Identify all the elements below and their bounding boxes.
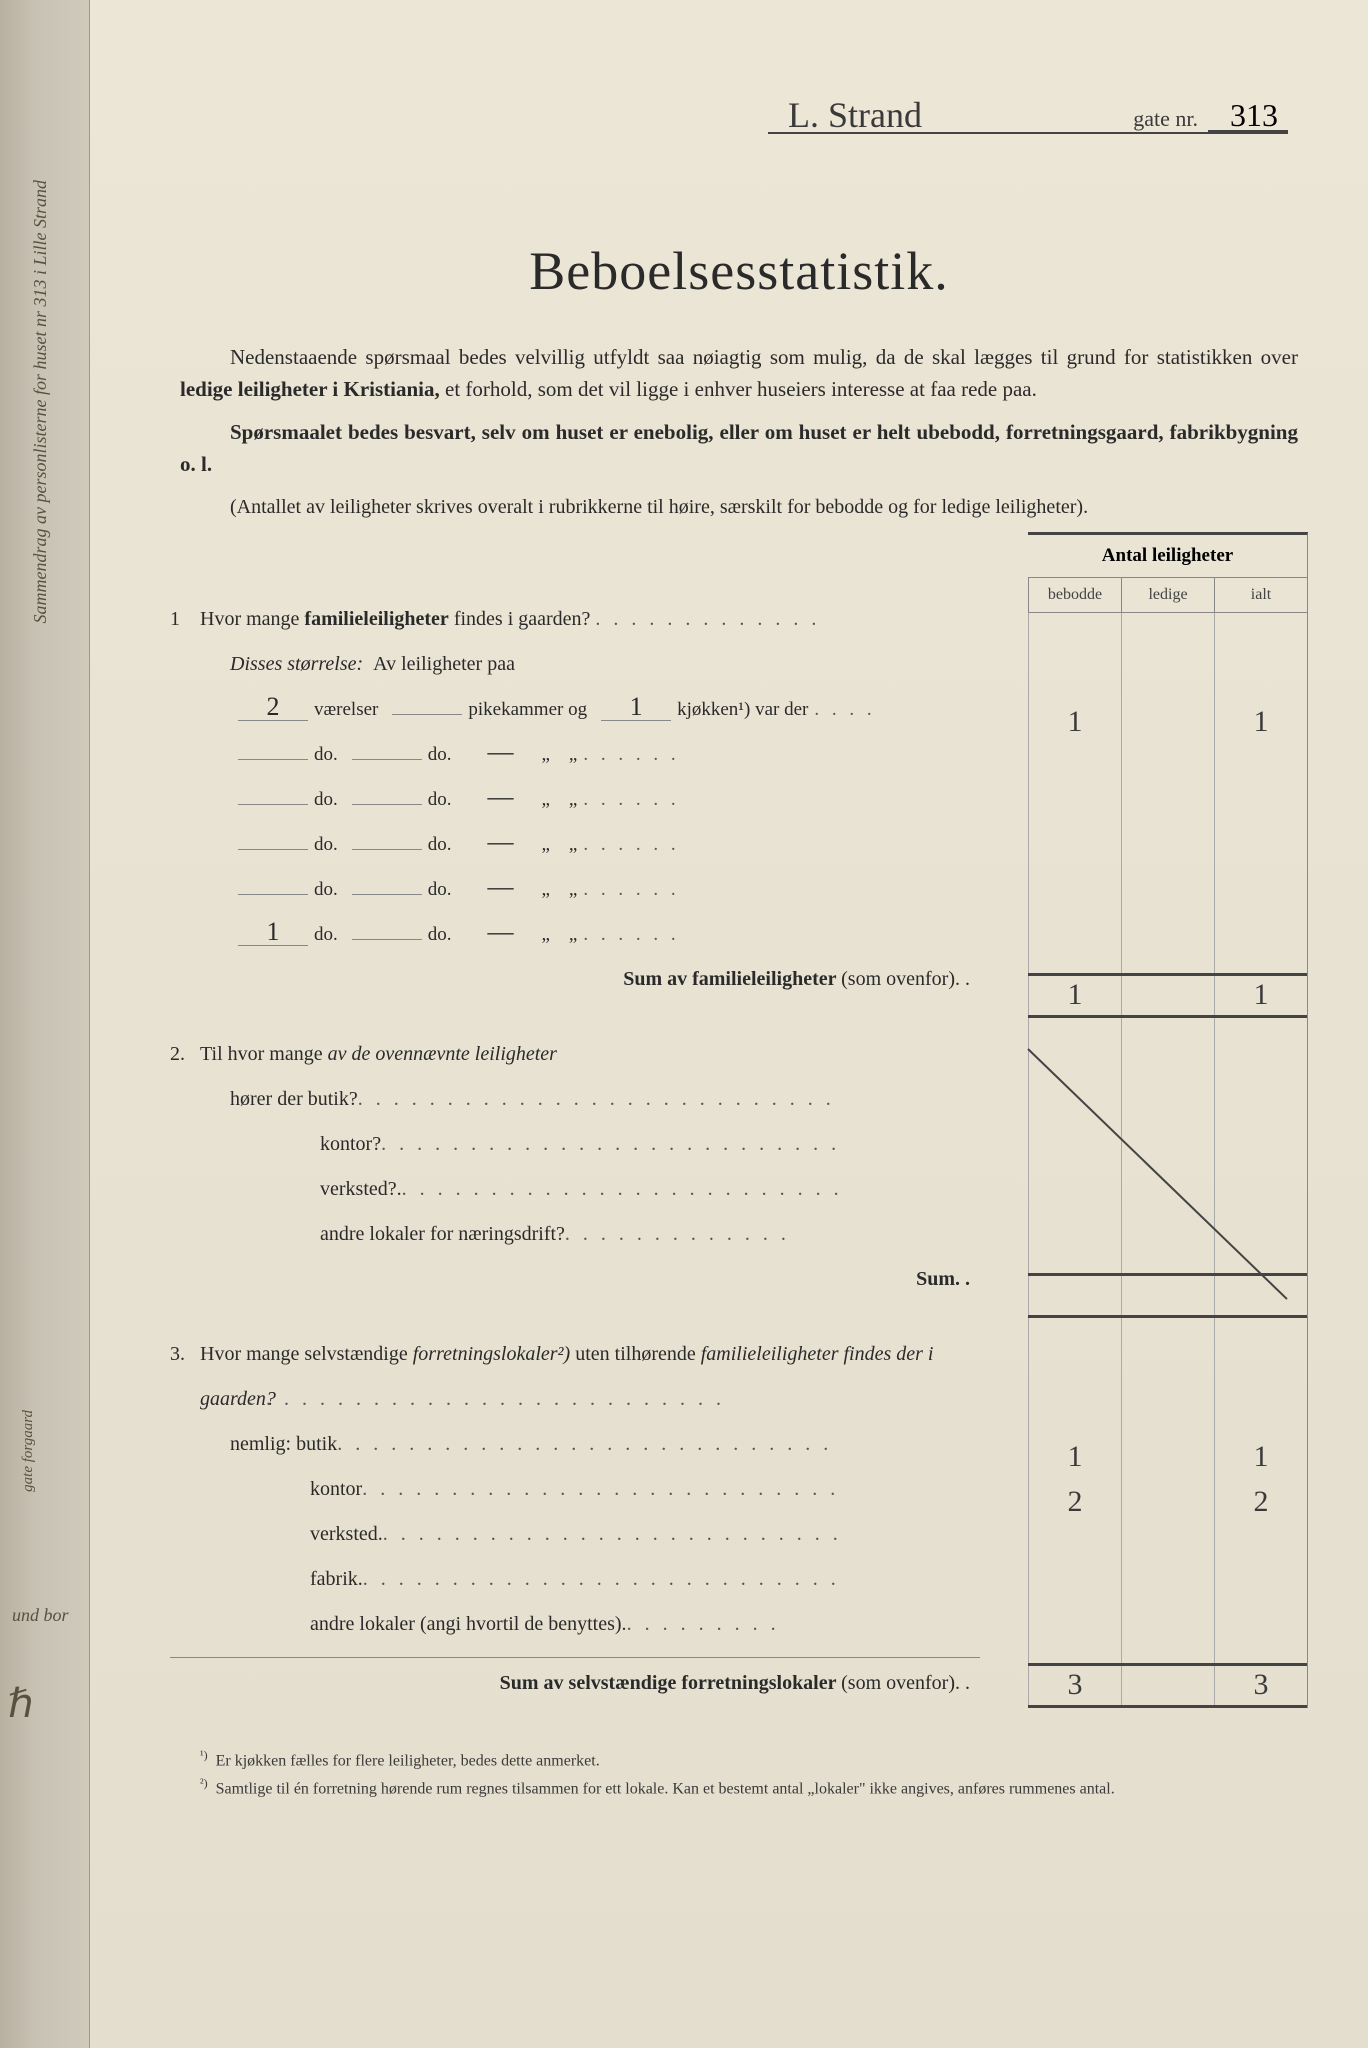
col-bebodde: bebodde xyxy=(1028,578,1121,612)
q1-detail-row-3: do. do. —„ „ . . . . . . xyxy=(170,777,980,822)
cell-value: 1 xyxy=(1254,705,1269,739)
footnote-1: ¹) Er kjøkken fælles for flere leilighet… xyxy=(200,1748,1308,1770)
col-ialt: ialt xyxy=(1214,578,1307,612)
table-row xyxy=(1028,1318,1307,1348)
cell-value: 1 xyxy=(1254,1440,1269,1474)
spine-handwriting: ℏ xyxy=(8,1680,33,1727)
gate-number-handwritten: 313 xyxy=(1230,97,1278,134)
table-row: 2 2 xyxy=(1028,1483,1307,1528)
q2-butik: hører der butik? . . . . . . . . . . . .… xyxy=(170,1077,980,1122)
header-street-line: L. Strand gate nr. 313 xyxy=(768,130,1288,134)
cell-value: 1 xyxy=(1254,978,1269,1012)
q1-sum-row: Sum av familieleiligheter (som ovenfor).… xyxy=(170,957,980,1002)
table-row xyxy=(1028,1393,1307,1438)
q1-detail-row-4: do. do. —„ „ . . . . . . xyxy=(170,822,980,867)
table-row xyxy=(1028,1138,1307,1183)
cell-value: 1 xyxy=(1068,705,1083,739)
q2-sum-row: Sum. . xyxy=(170,1257,980,1302)
q1-detail-row-6: 1do. do. —„ „ . . . . . . xyxy=(170,912,980,957)
table-row xyxy=(1028,658,1307,703)
tally-table: Antal leiligheter bebodde ledige ialt 1 … xyxy=(1028,532,1308,1708)
form-content: Antal leiligheter bebodde ledige ialt 1 … xyxy=(170,552,1308,1799)
table-row xyxy=(1028,748,1307,793)
q3-kontor: kontor . . . . . . . . . . . . . . . . .… xyxy=(170,1467,980,1512)
spine-vertical-text: Sammendrag av personlisterne for huset n… xyxy=(30,180,51,624)
footnote-2: ²) Samtlige til én forretning hørende ru… xyxy=(200,1776,1308,1798)
book-spine: Sammendrag av personlisterne for huset n… xyxy=(0,0,90,2048)
street-name-handwritten: L. Strand xyxy=(788,94,922,136)
q3-fabrik: fabrik. . . . . . . . . . . . . . . . . … xyxy=(170,1557,980,1602)
table-row: 1 1 xyxy=(1028,1438,1307,1483)
q1-subheader: Disses størrelse: Av leiligheter paa xyxy=(170,642,980,687)
q1-detail-row-1: 2værelser pikekammer og 1kjøkken¹) var d… xyxy=(170,687,980,732)
q2-verksted: verksted?. . . . . . . . . . . . . . . .… xyxy=(170,1167,980,1212)
q1-detail-row-2: do. do. —„ „ . . . . . . xyxy=(170,732,980,777)
table-row xyxy=(1028,1573,1307,1618)
table-row-sum: 3 3 xyxy=(1028,1663,1307,1708)
q3-verksted: verksted. . . . . . . . . . . . . . . . … xyxy=(170,1512,980,1557)
table-row xyxy=(1028,1093,1307,1138)
table-header-title: Antal leiligheter xyxy=(1028,535,1307,578)
cell-value: 2 xyxy=(1068,1485,1083,1519)
table-column-headers: bebodde ledige ialt xyxy=(1028,578,1307,613)
question-3: 3. Hvor mange selvstændige forretningslo… xyxy=(170,1332,980,1377)
table-row xyxy=(1028,1528,1307,1573)
table-row xyxy=(1028,1183,1307,1228)
spine-text-3: und bor xyxy=(12,1605,69,1626)
q3-butik: nemlig: butik . . . . . . . . . . . . . … xyxy=(170,1422,980,1467)
footnotes: ¹) Er kjøkken fælles for flere leilighet… xyxy=(170,1748,1308,1799)
q3-andre: andre lokaler (angi hvortil de benyttes)… xyxy=(170,1602,980,1647)
question-2: 2. Til hvor mange av de ovennævnte leili… xyxy=(170,1032,980,1077)
table-row xyxy=(1028,883,1307,928)
table-row xyxy=(1028,838,1307,883)
q2-kontor: kontor? . . . . . . . . . . . . . . . . … xyxy=(170,1122,980,1167)
document-page: L. Strand gate nr. 313 Beboelsesstatisti… xyxy=(90,0,1368,2048)
col-ledige: ledige xyxy=(1121,578,1214,612)
intro-paragraph-2: Spørsmaalet bedes besvart, selv om huset… xyxy=(180,417,1298,480)
cell-value: 2 xyxy=(1254,1485,1269,1519)
spine-vertical-text-2: gate forgaard xyxy=(20,1410,37,1492)
intro-paragraph-1: Nedenstaaende spørsmaal bedes velvillig … xyxy=(180,342,1298,405)
q3-sum-row: Sum av selvstændige forretningslokaler (… xyxy=(170,1658,980,1708)
table-row xyxy=(1028,1618,1307,1663)
gate-number-label: gate nr. xyxy=(1133,106,1198,132)
table-body: 1 1 1 1 xyxy=(1028,613,1307,1708)
cell-value: 3 xyxy=(1254,1668,1269,1702)
q1-detail-row-5: do. do. —„ „ . . . . . . xyxy=(170,867,980,912)
question-1: 1 Hvor mange familieleiligheter findes i… xyxy=(170,597,980,642)
table-row xyxy=(1028,1228,1307,1273)
q2-andre: andre lokaler for næringsdrift? . . . . … xyxy=(170,1212,980,1257)
cell-value: 3 xyxy=(1068,1668,1083,1702)
table-row xyxy=(1028,793,1307,838)
intro-paragraph-3: (Antallet av leiligheter skrives overalt… xyxy=(180,492,1298,522)
table-row xyxy=(1028,1018,1307,1048)
table-row xyxy=(1028,1048,1307,1093)
cell-value: 1 xyxy=(1068,1440,1083,1474)
table-row: 1 1 xyxy=(1028,703,1307,748)
table-row xyxy=(1028,928,1307,973)
table-row xyxy=(1028,613,1307,658)
table-row xyxy=(1028,1348,1307,1393)
cell-value: 1 xyxy=(1068,978,1083,1012)
page-title: Beboelsesstatistik. xyxy=(170,240,1308,302)
table-row-sum: 1 1 xyxy=(1028,973,1307,1018)
questions-column: 1 Hvor mange familieleiligheter findes i… xyxy=(170,552,980,1708)
